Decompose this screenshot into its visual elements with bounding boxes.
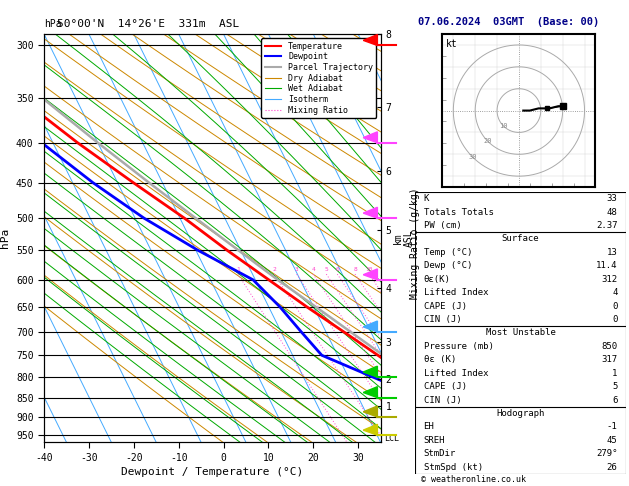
Text: 5: 5	[612, 382, 618, 391]
Text: 8: 8	[353, 267, 357, 272]
Text: 07.06.2024  03GMT  (Base: 00): 07.06.2024 03GMT (Base: 00)	[418, 17, 599, 27]
Text: Lifted Index: Lifted Index	[423, 288, 488, 297]
Text: 4: 4	[612, 288, 618, 297]
Text: © weatheronline.co.uk: © weatheronline.co.uk	[421, 474, 526, 484]
Text: CIN (J): CIN (J)	[423, 396, 461, 404]
Text: -1: -1	[607, 422, 618, 432]
Text: 317: 317	[601, 355, 618, 364]
Text: StmSpd (kt): StmSpd (kt)	[423, 463, 482, 471]
Text: PW (cm): PW (cm)	[423, 221, 461, 230]
Text: 45: 45	[607, 436, 618, 445]
Text: 6: 6	[335, 267, 339, 272]
Text: CAPE (J): CAPE (J)	[423, 382, 467, 391]
Text: 1: 1	[612, 369, 618, 378]
Y-axis label: km
ASL: km ASL	[392, 229, 415, 247]
Text: CAPE (J): CAPE (J)	[423, 302, 467, 311]
Text: θε(K): θε(K)	[423, 275, 450, 284]
Text: CIN (J): CIN (J)	[423, 315, 461, 324]
Text: 10: 10	[499, 123, 508, 129]
Text: 30: 30	[468, 154, 477, 160]
Text: 5: 5	[325, 267, 328, 272]
Text: 48: 48	[607, 208, 618, 217]
Text: EH: EH	[423, 422, 434, 432]
Text: 10: 10	[365, 267, 373, 272]
Text: 850: 850	[601, 342, 618, 351]
Text: Surface: Surface	[502, 234, 539, 243]
Text: K: K	[423, 194, 429, 203]
Text: Most Unstable: Most Unstable	[486, 329, 555, 337]
Legend: Temperature, Dewpoint, Parcel Trajectory, Dry Adiabat, Wet Adiabat, Isotherm, Mi: Temperature, Dewpoint, Parcel Trajectory…	[262, 38, 376, 118]
Text: Lifted Index: Lifted Index	[423, 369, 488, 378]
Text: StmDir: StmDir	[423, 449, 456, 458]
Text: 33: 33	[607, 194, 618, 203]
Text: Hodograph: Hodograph	[496, 409, 545, 418]
Text: Pressure (mb): Pressure (mb)	[423, 342, 493, 351]
Text: 0: 0	[612, 302, 618, 311]
Text: 11.4: 11.4	[596, 261, 618, 270]
Text: Temp (°C): Temp (°C)	[423, 248, 472, 257]
Y-axis label: hPa: hPa	[1, 228, 11, 248]
Text: Dewp (°C): Dewp (°C)	[423, 261, 472, 270]
Text: 20: 20	[484, 139, 493, 144]
Text: 13: 13	[607, 248, 618, 257]
Text: 1: 1	[236, 267, 240, 272]
Text: 4: 4	[311, 267, 315, 272]
Text: SREH: SREH	[423, 436, 445, 445]
Text: hPa: hPa	[44, 19, 62, 29]
Text: 50°00'N  14°26'E  331m  ASL: 50°00'N 14°26'E 331m ASL	[57, 19, 239, 29]
Text: 279°: 279°	[596, 449, 618, 458]
Text: 2.37: 2.37	[596, 221, 618, 230]
Text: kt: kt	[445, 38, 457, 49]
Text: 2: 2	[272, 267, 276, 272]
Text: 3: 3	[295, 267, 299, 272]
Text: 6: 6	[612, 396, 618, 404]
Text: Totals Totals: Totals Totals	[423, 208, 493, 217]
Text: LCL: LCL	[384, 434, 399, 444]
Text: θε (K): θε (K)	[423, 355, 456, 364]
Text: 26: 26	[607, 463, 618, 471]
Text: 0: 0	[612, 315, 618, 324]
Text: 312: 312	[601, 275, 618, 284]
Text: Mixing Ratio (g/kg): Mixing Ratio (g/kg)	[410, 187, 420, 299]
X-axis label: Dewpoint / Temperature (°C): Dewpoint / Temperature (°C)	[121, 467, 303, 477]
